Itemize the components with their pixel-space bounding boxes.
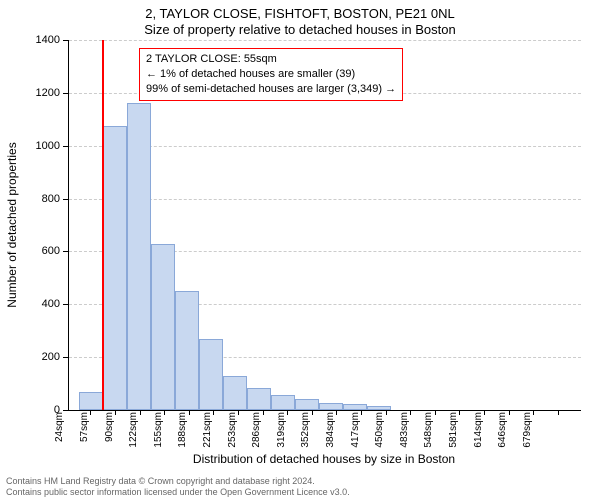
xtick-mark <box>263 410 264 415</box>
xtick-mark <box>140 410 141 415</box>
ytick-label: 1400 <box>30 34 60 46</box>
xtick-label: 253sqm <box>227 412 238 452</box>
ytick-mark <box>63 40 68 41</box>
xtick-mark <box>484 410 485 415</box>
histogram-bar <box>199 339 223 410</box>
xtick-mark <box>410 410 411 415</box>
histogram-bar <box>367 406 391 410</box>
y-axis-label: Number of detached properties <box>5 142 19 307</box>
histogram-bar <box>103 126 127 410</box>
histogram-bar <box>319 403 343 410</box>
xtick-label: 286sqm <box>251 412 262 452</box>
histogram-bar <box>343 404 367 410</box>
ytick-label: 400 <box>30 298 60 310</box>
callout-line3: 99% of semi-detached houses are larger (… <box>146 82 396 97</box>
callout-line2: ← 1% of detached houses are smaller (39) <box>146 67 396 82</box>
xtick-mark <box>509 410 510 415</box>
xtick-label: 483sqm <box>399 412 410 452</box>
xtick-mark <box>386 410 387 415</box>
xtick-mark <box>336 410 337 415</box>
histogram-bar <box>175 291 199 410</box>
xtick-label: 581sqm <box>448 412 459 452</box>
xtick-label: 24sqm <box>54 412 65 452</box>
ytick-label: 200 <box>30 351 60 363</box>
histogram-bar <box>295 399 319 410</box>
ytick-mark <box>63 146 68 147</box>
xtick-label: 188sqm <box>177 412 188 452</box>
xtick-mark <box>287 410 288 415</box>
xtick-label: 221sqm <box>202 412 213 452</box>
xtick-mark <box>238 410 239 415</box>
xtick-mark <box>312 410 313 415</box>
xtick-mark <box>164 410 165 415</box>
ytick-label: 600 <box>30 245 60 257</box>
ytick-mark <box>63 199 68 200</box>
ytick-mark <box>63 410 68 411</box>
xtick-mark <box>558 410 559 415</box>
xtick-label: 417sqm <box>350 412 361 452</box>
xtick-label: 548sqm <box>423 412 434 452</box>
xtick-label: 57sqm <box>79 412 90 452</box>
chart-title-subtitle: Size of property relative to detached ho… <box>0 22 600 37</box>
histogram-bar <box>271 395 295 410</box>
plot-area: 2 TAYLOR CLOSE: 55sqm← 1% of detached ho… <box>68 40 581 411</box>
xtick-label: 122sqm <box>128 412 139 452</box>
xtick-mark <box>435 410 436 415</box>
xtick-mark <box>533 410 534 415</box>
ytick-label: 1000 <box>30 140 60 152</box>
x-axis-label: Distribution of detached houses by size … <box>68 452 580 466</box>
xtick-mark <box>90 410 91 415</box>
xtick-mark <box>115 410 116 415</box>
xtick-label: 384sqm <box>325 412 336 452</box>
ytick-label: 800 <box>30 193 60 205</box>
ytick-mark <box>63 251 68 252</box>
xtick-mark <box>361 410 362 415</box>
xtick-label: 646sqm <box>497 412 508 452</box>
histogram-bar <box>151 244 175 411</box>
xtick-label: 352sqm <box>300 412 311 452</box>
ytick-mark <box>63 93 68 94</box>
xtick-label: 319sqm <box>276 412 287 452</box>
gridline <box>69 40 581 41</box>
xtick-label: 679sqm <box>522 412 533 452</box>
property-marker-line <box>102 40 104 410</box>
xtick-mark <box>189 410 190 415</box>
xtick-mark <box>213 410 214 415</box>
xtick-label: 450sqm <box>374 412 385 452</box>
histogram-bar <box>127 103 151 410</box>
callout-line1: 2 TAYLOR CLOSE: 55sqm <box>146 52 396 67</box>
xtick-label: 614sqm <box>473 412 484 452</box>
xtick-mark <box>459 410 460 415</box>
footer-line1: Contains HM Land Registry data © Crown c… <box>6 476 594 487</box>
xtick-label: 155sqm <box>153 412 164 452</box>
histogram-bar <box>79 392 103 411</box>
xtick-label: 90sqm <box>104 412 115 452</box>
footer-attribution: Contains HM Land Registry data © Crown c… <box>0 476 600 498</box>
callout-box: 2 TAYLOR CLOSE: 55sqm← 1% of detached ho… <box>139 48 403 101</box>
ytick-mark <box>63 304 68 305</box>
chart-title-address: 2, TAYLOR CLOSE, FISHTOFT, BOSTON, PE21 … <box>0 6 600 21</box>
histogram-bar <box>223 376 247 410</box>
ytick-label: 1200 <box>30 87 60 99</box>
footer-line2: Contains public sector information licen… <box>6 487 594 498</box>
ytick-mark <box>63 357 68 358</box>
histogram-bar <box>247 388 271 410</box>
